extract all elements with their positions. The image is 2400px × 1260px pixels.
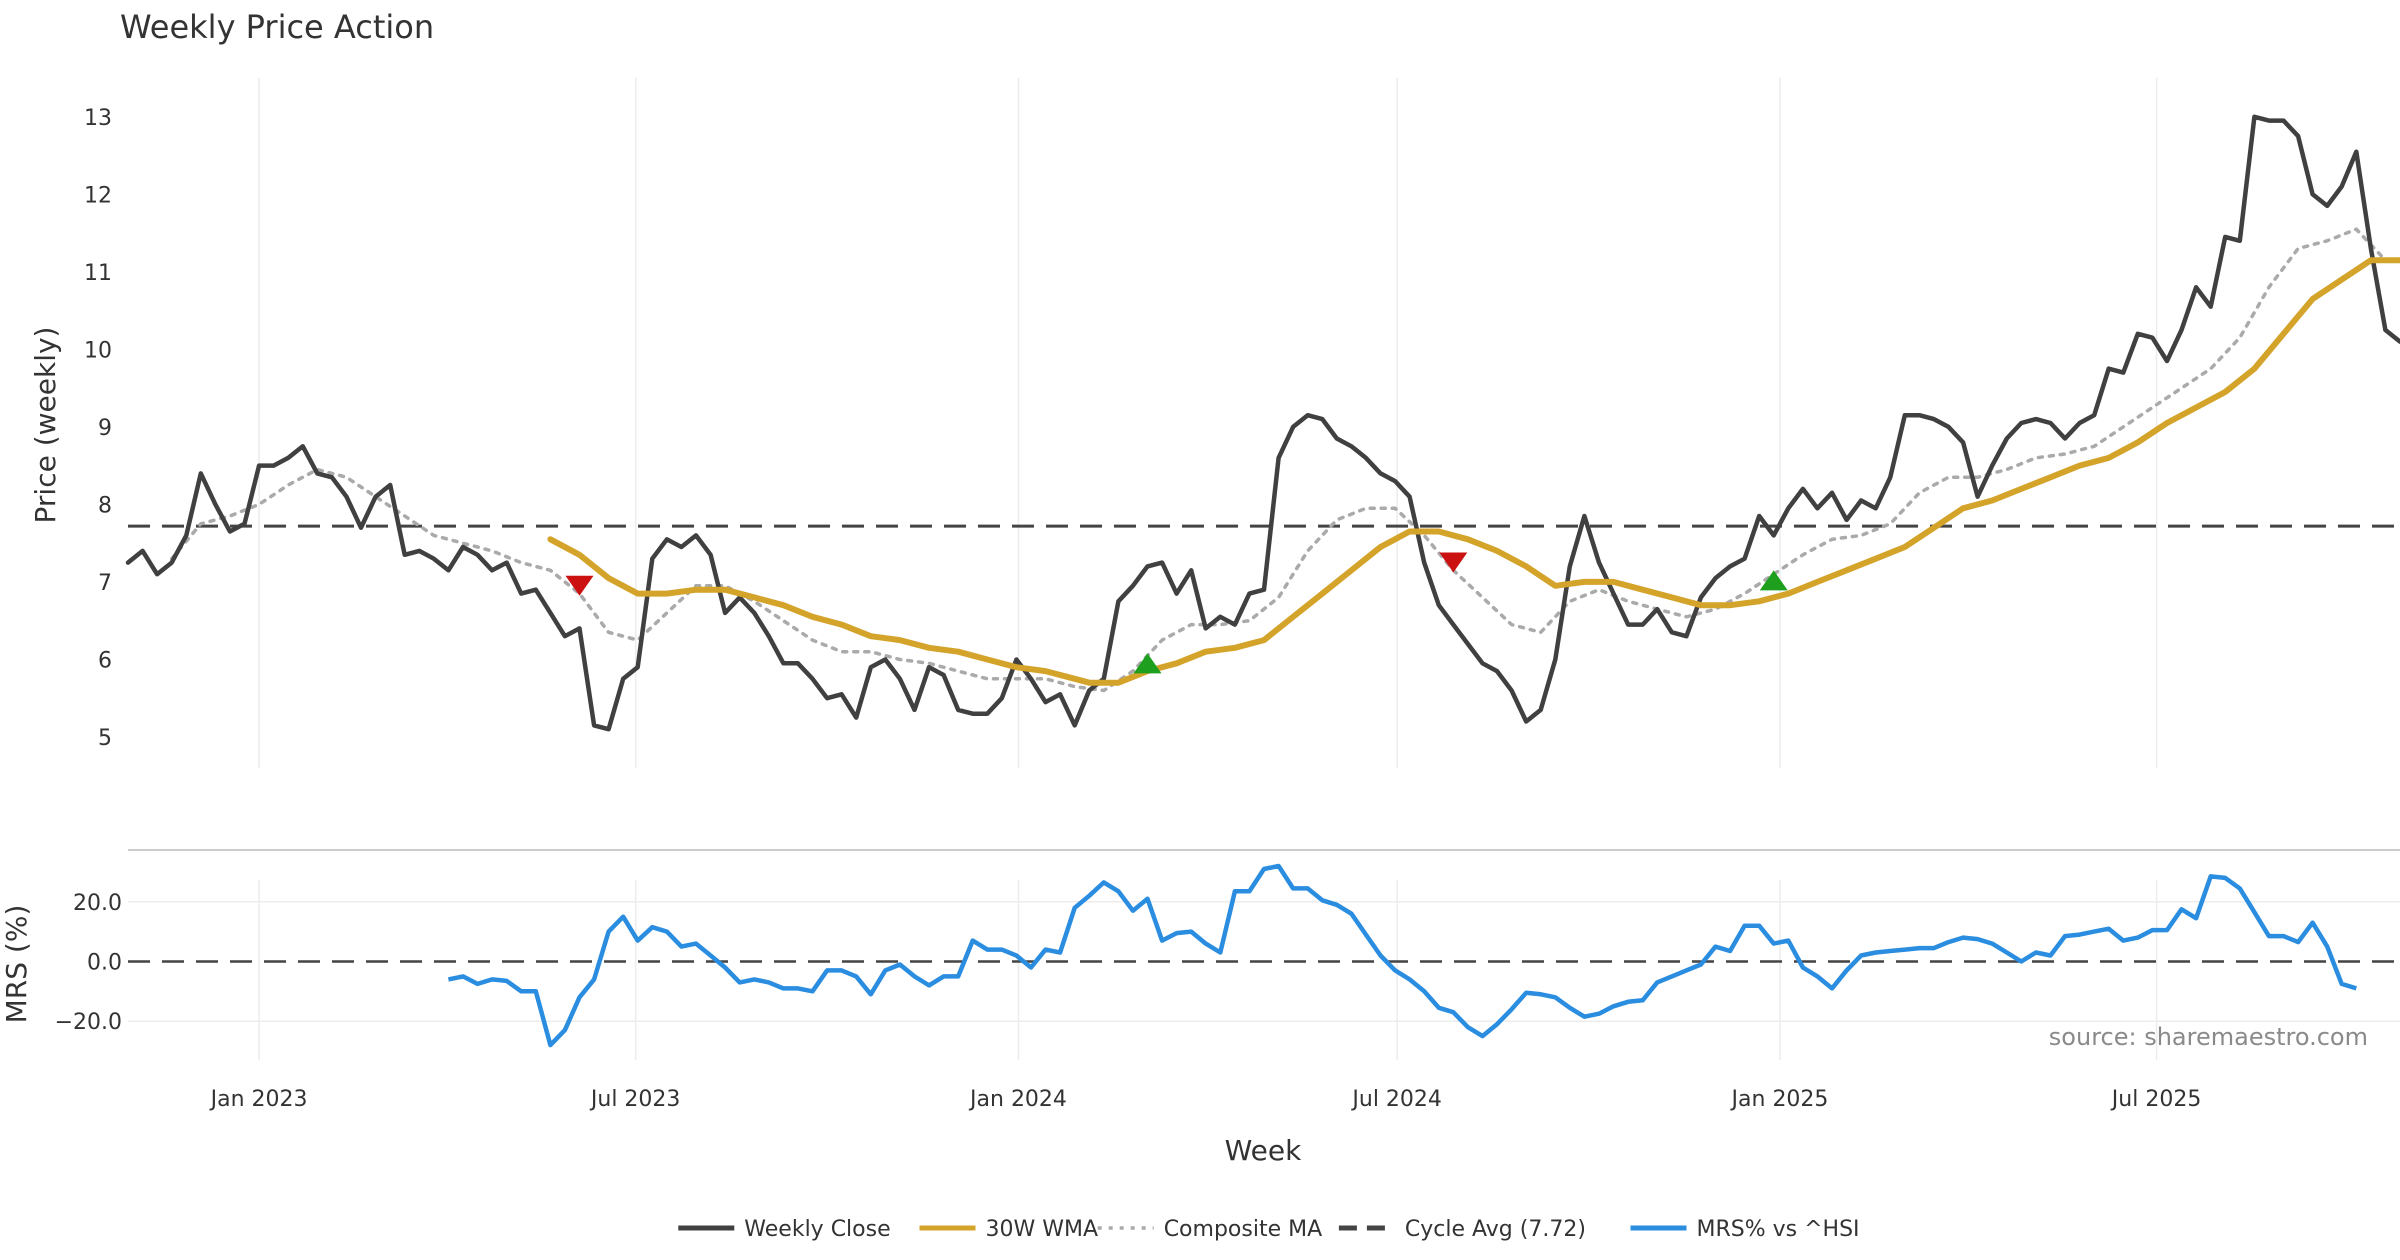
legend-label: Weekly Close: [744, 1217, 890, 1242]
mrs-y-axis: 20.0 0.0 −20.0: [55, 891, 122, 1035]
legend-label: Composite MA: [1164, 1217, 1322, 1242]
price-y-tick-label: 7: [98, 571, 112, 596]
x-tick-label: Jan 2025: [1730, 1087, 1829, 1112]
signal-markers: [565, 552, 1788, 674]
x-tick-label: Jan 2024: [968, 1087, 1067, 1112]
mrs-y-axis-label: MRS (%): [0, 905, 33, 1024]
x-axis-label: Week: [1225, 1134, 1302, 1167]
sell-signal-marker: [1439, 552, 1468, 573]
price-y-axis-label: Price (weekly): [29, 327, 62, 524]
mrs-panel-grid: [128, 880, 2400, 1060]
mrs-line: [447, 863, 2357, 1048]
price-series-layer: [125, 114, 2400, 732]
chart-title: Weekly Price Action: [120, 8, 434, 46]
source-note: source: sharemaestro.com: [2049, 1023, 2368, 1051]
sell-signal-marker: [565, 575, 594, 596]
x-tick-label: Jul 2025: [2110, 1087, 2202, 1112]
mrs-y-tick-label: 20.0: [73, 891, 122, 916]
legend-label: Cycle Avg (7.72): [1405, 1217, 1586, 1242]
price-y-tick-label: 8: [98, 493, 112, 518]
price-y-tick-label: 6: [98, 648, 112, 673]
price-panel-grid: [258, 78, 2158, 768]
buy-signal-marker: [1133, 653, 1162, 674]
price-y-tick-label: 12: [84, 183, 112, 208]
x-tick-label: Jul 2024: [1350, 1087, 1442, 1112]
30w-wma-line: [547, 257, 2400, 686]
price-y-tick-label: 13: [84, 106, 112, 131]
legend: Weekly Close 30W WMA Composite MA Cycle Avg…: [678, 1217, 1860, 1242]
price-y-tick-label: 5: [98, 726, 112, 751]
mrs-y-tick-label: 0.0: [87, 950, 122, 975]
price-y-tick-label: 11: [84, 261, 112, 286]
legend-label: MRS% vs ^HSI: [1697, 1217, 1860, 1242]
mrs-y-tick-label: −20.0: [55, 1010, 122, 1035]
composite-ma-line: [169, 227, 2388, 693]
x-tick-label: Jul 2023: [589, 1087, 681, 1112]
legend-label: 30W WMA: [986, 1217, 1099, 1242]
mrs-series-layer: [447, 863, 2357, 1048]
buy-signal-marker: [1759, 570, 1788, 591]
x-axis: Jan 2023 Jul 2023 Jan 2024 Jul 2024 Jan 2025…: [209, 1087, 2202, 1112]
x-tick-label: Jan 2023: [209, 1087, 308, 1112]
price-y-axis: 5 6 7 8 9 10 11 12 13: [84, 106, 112, 751]
weekly-close-line: [125, 114, 2400, 732]
price-y-tick-label: 10: [84, 338, 112, 363]
price-y-tick-label: 9: [98, 416, 112, 441]
